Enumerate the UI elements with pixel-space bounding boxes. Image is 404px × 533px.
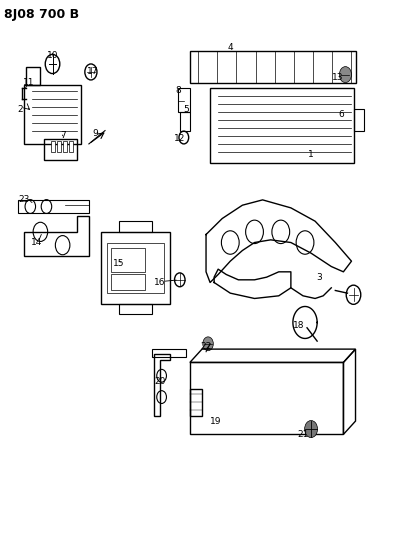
Text: 7: 7	[60, 132, 65, 140]
Text: 10: 10	[47, 52, 58, 60]
Text: 11: 11	[23, 78, 34, 87]
Text: 21: 21	[297, 430, 309, 439]
Text: 19: 19	[210, 417, 222, 425]
Circle shape	[203, 337, 213, 351]
Text: 23: 23	[19, 196, 30, 204]
Text: 2: 2	[17, 105, 23, 114]
Text: 8J08 700 B: 8J08 700 B	[4, 8, 79, 21]
Circle shape	[305, 421, 318, 438]
Polygon shape	[63, 141, 67, 152]
Text: 1: 1	[308, 150, 314, 159]
Text: 8: 8	[175, 86, 181, 95]
Circle shape	[339, 67, 351, 83]
Text: 14: 14	[31, 238, 42, 247]
Text: 15: 15	[114, 260, 125, 268]
Polygon shape	[50, 141, 55, 152]
Polygon shape	[57, 141, 61, 152]
Text: 20: 20	[154, 377, 165, 385]
Text: 17: 17	[87, 68, 99, 76]
Polygon shape	[69, 141, 73, 152]
Text: 18: 18	[293, 321, 305, 329]
Text: 3: 3	[316, 273, 322, 281]
Text: 16: 16	[154, 278, 165, 287]
Text: 9: 9	[92, 129, 98, 138]
Text: 22: 22	[200, 342, 212, 351]
Text: 5: 5	[183, 105, 189, 114]
Text: 13: 13	[332, 73, 343, 82]
Text: 12: 12	[174, 134, 185, 143]
Text: 6: 6	[339, 110, 344, 119]
Text: 4: 4	[227, 44, 233, 52]
